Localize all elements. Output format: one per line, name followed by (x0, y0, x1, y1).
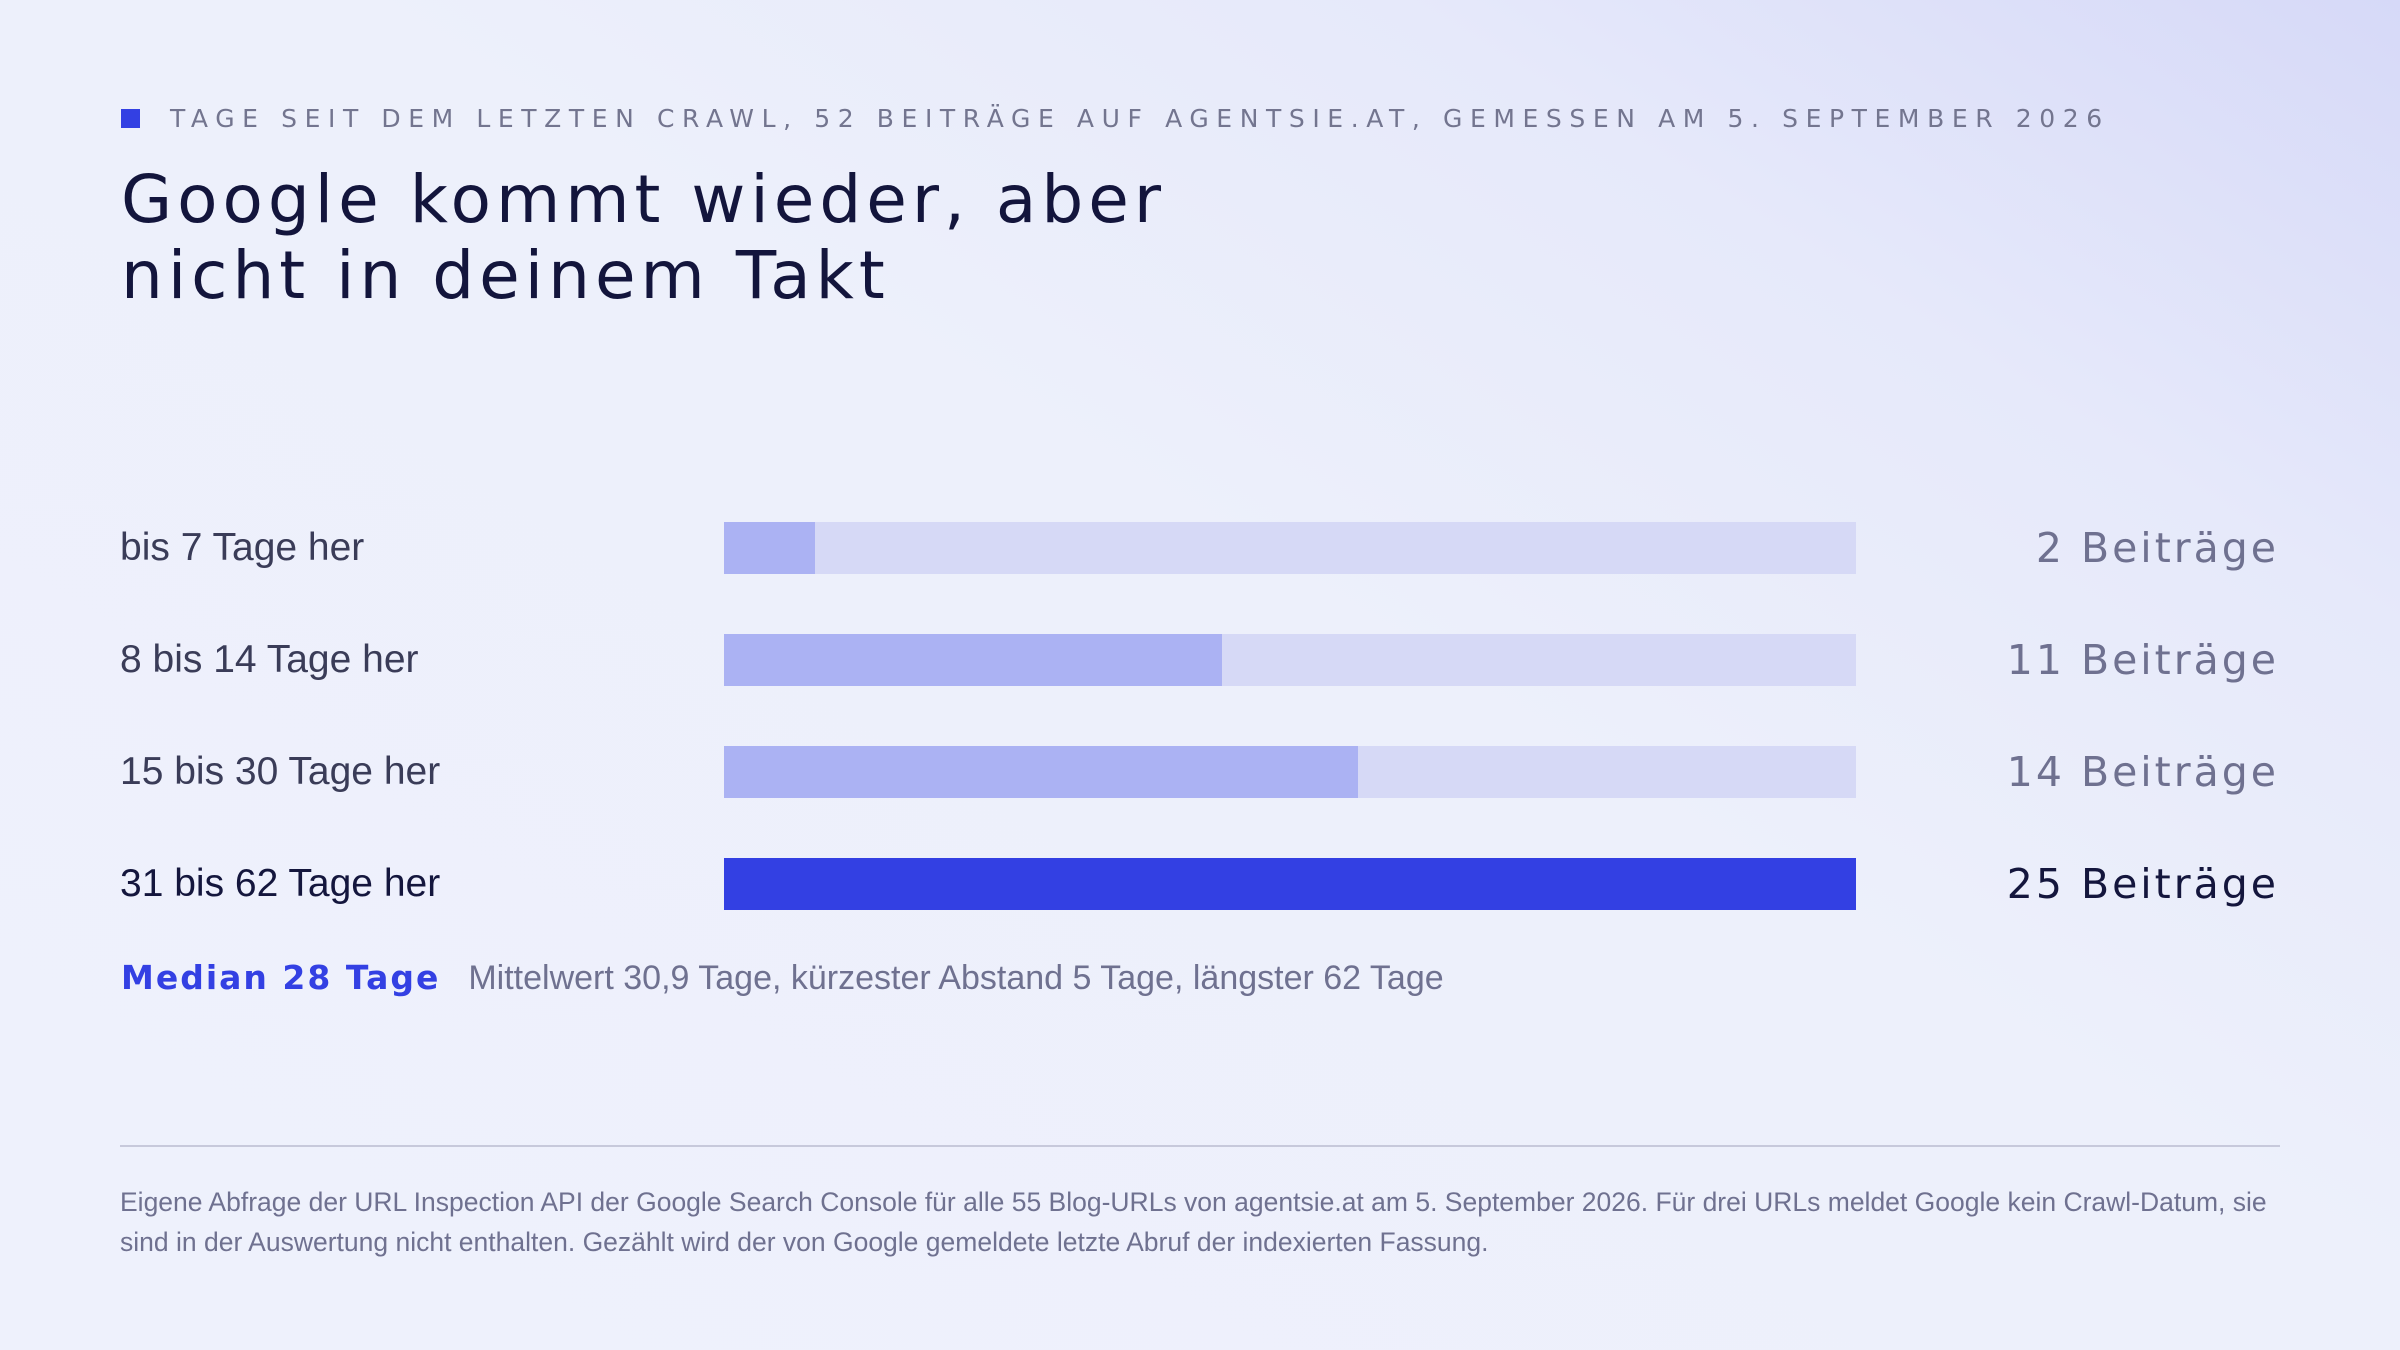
bar-value-label: 11 Beiträge (2006, 636, 2279, 684)
bar-track (724, 746, 1856, 798)
bar-value-label: 25 Beiträge (2006, 860, 2279, 908)
bar (724, 522, 815, 574)
summary-stats: Median 28 Tage Mittelwert 30,9 Tage, kür… (121, 958, 1444, 998)
eyebrow-marker-icon (121, 109, 140, 128)
bar (724, 634, 1222, 686)
bar-row: 31 bis 62 Tage her 25 Beiträge (0, 854, 2400, 914)
bar-value-label: 14 Beiträge (2006, 748, 2279, 796)
chart-eyebrow: TAGE SEIT DEM LETZTEN CRAWL, 52 BEITRÄGE… (121, 104, 2110, 133)
bar-track (724, 858, 1856, 910)
bar-category-label: 15 bis 30 Tage her (120, 750, 441, 793)
bar-category-label: bis 7 Tage her (120, 526, 365, 569)
divider (120, 1145, 2280, 1147)
bar-category-label: 8 bis 14 Tage her (120, 638, 419, 681)
median-label: Median 28 Tage (121, 958, 441, 997)
chart-title-line-2: nicht in deinem Takt (121, 237, 890, 314)
bar-row: bis 7 Tage her 2 Beiträge (0, 518, 2400, 578)
bar-category-label: 31 bis 62 Tage her (120, 862, 441, 905)
source-footnote: Eigene Abfrage der URL Inspection API de… (120, 1187, 2267, 1257)
stats-details: Mittelwert 30,9 Tage, kürzester Abstand … (468, 959, 1444, 997)
chart-title: Google kommt wieder, aber nicht in deine… (121, 162, 1421, 314)
chart-subtitle: TAGE SEIT DEM LETZTEN CRAWL, 52 BEITRÄGE… (170, 104, 2110, 133)
bar-track (724, 634, 1856, 686)
bar-track (724, 522, 1856, 574)
bar (724, 858, 1856, 910)
chart-title-line-1: Google kommt wieder, aber (121, 161, 1167, 238)
bar-row: 8 bis 14 Tage her 11 Beiträge (0, 630, 2400, 690)
bar-value-label: 2 Beiträge (2035, 524, 2279, 572)
bar (724, 746, 1358, 798)
bar-row: 15 bis 30 Tage her 14 Beiträge (0, 742, 2400, 802)
